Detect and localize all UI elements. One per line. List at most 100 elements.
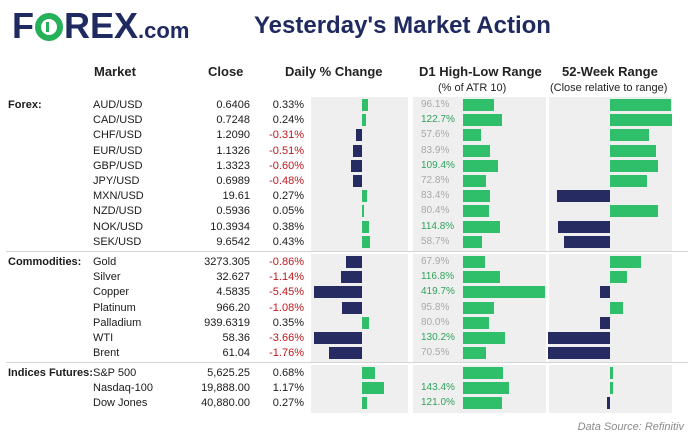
daily-change-bar [362,220,370,233]
d1-range-bar [463,114,503,127]
header: F REX.com Yesterday's Market Action [0,0,692,56]
column-header-close: Close [208,64,244,79]
daily-change-panel [311,97,408,251]
daily-change-value: -3.66% [269,332,304,344]
week52-bar [600,286,610,299]
d1-range-bar [463,256,485,268]
d1-range-bar [463,382,509,395]
daily-change-bar [341,301,362,314]
close-value: 1.3323 [216,159,250,172]
close-value: 9.6542 [216,235,250,248]
close-value: 0.6989 [216,175,250,187]
market-name: NZD/USD [93,205,142,218]
daily-change-bar [340,271,362,284]
daily-change-value: -1.08% [269,301,304,314]
d1-range-label: 57.6% [421,129,450,141]
d1-range-label: 419.7% [421,286,455,298]
d1-range-label: 80.4% [421,205,450,217]
market-name: AUD/USD [93,99,143,111]
daily-change-bar [356,129,362,142]
week52-bar [610,205,659,218]
market-name: SEK/USD [93,235,142,248]
d1-range-bar [463,286,545,299]
close-value: 58.36 [222,332,250,344]
close-value: 19.61 [222,190,250,203]
group-label: Indices Futures: [8,367,93,379]
week52-bar [548,332,610,344]
d1-range-bar [463,175,487,187]
group-separator [6,362,688,363]
market-name: CHF/USD [93,129,142,142]
d1-range-bar [463,316,489,329]
d1-range-bar [463,301,494,314]
daily-change-bar [329,347,362,360]
close-value: 3273.305 [204,256,250,268]
column-header-d1-range: D1 High-Low Range [419,64,542,79]
daily-change-value: 0.38% [272,220,304,233]
coin-icon [35,13,63,41]
daily-change-value: 0.43% [272,235,304,248]
column-subheader-52-week: (Close relative to range) [550,82,668,94]
d1-range-bar [463,332,505,344]
daily-change-bar [352,144,362,157]
daily-change-bar [362,316,369,329]
d1-range-bar [463,347,486,360]
d1-range-label: 122.7% [421,114,455,126]
market-name: Silver [93,271,121,284]
forex-logo: F REX.com [12,5,190,46]
daily-change-bar [353,175,362,187]
daily-change-value: 0.33% [272,99,304,111]
close-value: 32.627 [216,271,250,284]
d1-range-label: 116.8% [421,271,455,283]
week52-bar [610,367,613,379]
data-source: Data Source: Refinitiv [577,421,684,433]
week52-bar [610,129,649,142]
daily-change-bar [350,159,362,172]
week52-bar [563,235,610,248]
daily-change-value: 0.68% [272,367,304,379]
group-label: Forex: [8,99,42,111]
d1-range-bar [463,99,494,111]
week52-bar [610,382,613,395]
daily-change-bar [362,99,369,111]
d1-range-label: 83.9% [421,144,450,156]
market-name: EUR/USD [93,144,143,157]
close-value: 19,888.00 [201,382,250,395]
week52-bar [607,397,610,410]
week52-bar [548,347,610,360]
page-title: Yesterday's Market Action [254,12,551,39]
week52-bar [610,271,627,284]
daily-change-bar [362,114,367,127]
daily-change-bar [362,205,364,218]
daily-change-value: 0.27% [272,190,304,203]
close-value: 4.5835 [216,286,250,299]
market-name: Palladium [93,316,142,329]
close-value: 61.04 [222,347,250,360]
close-value: 0.5936 [216,205,250,218]
daily-change-value: -1.76% [269,347,304,360]
d1-range-label: 58.7% [421,235,450,247]
close-value: 966.20 [216,301,250,314]
d1-range-bar [463,397,502,410]
daily-change-value: 1.17% [272,382,304,395]
d1-range-label: 130.2% [421,332,455,343]
week52-bar [600,316,610,329]
market-name: GBP/USD [93,159,143,172]
week52-bar [610,144,657,157]
daily-change-value: -0.48% [269,175,304,187]
daily-change-bar [362,397,368,410]
week52-bar [610,175,648,187]
d1-range-label: 83.4% [421,190,450,202]
week52-bar [610,99,671,111]
close-value: 10.3934 [210,220,250,233]
group-label: Commodities: [8,256,82,268]
daily-change-value: -5.45% [269,286,304,299]
market-name: NOK/USD [93,220,144,233]
d1-range-label: 114.8% [421,220,455,232]
daily-change-bar [362,382,384,395]
week52-bar [610,301,624,314]
week52-bar [610,114,672,127]
daily-change-value: -0.86% [269,256,304,268]
d1-range-label: 95.8% [421,301,450,313]
daily-change-value: 0.05% [272,205,304,218]
